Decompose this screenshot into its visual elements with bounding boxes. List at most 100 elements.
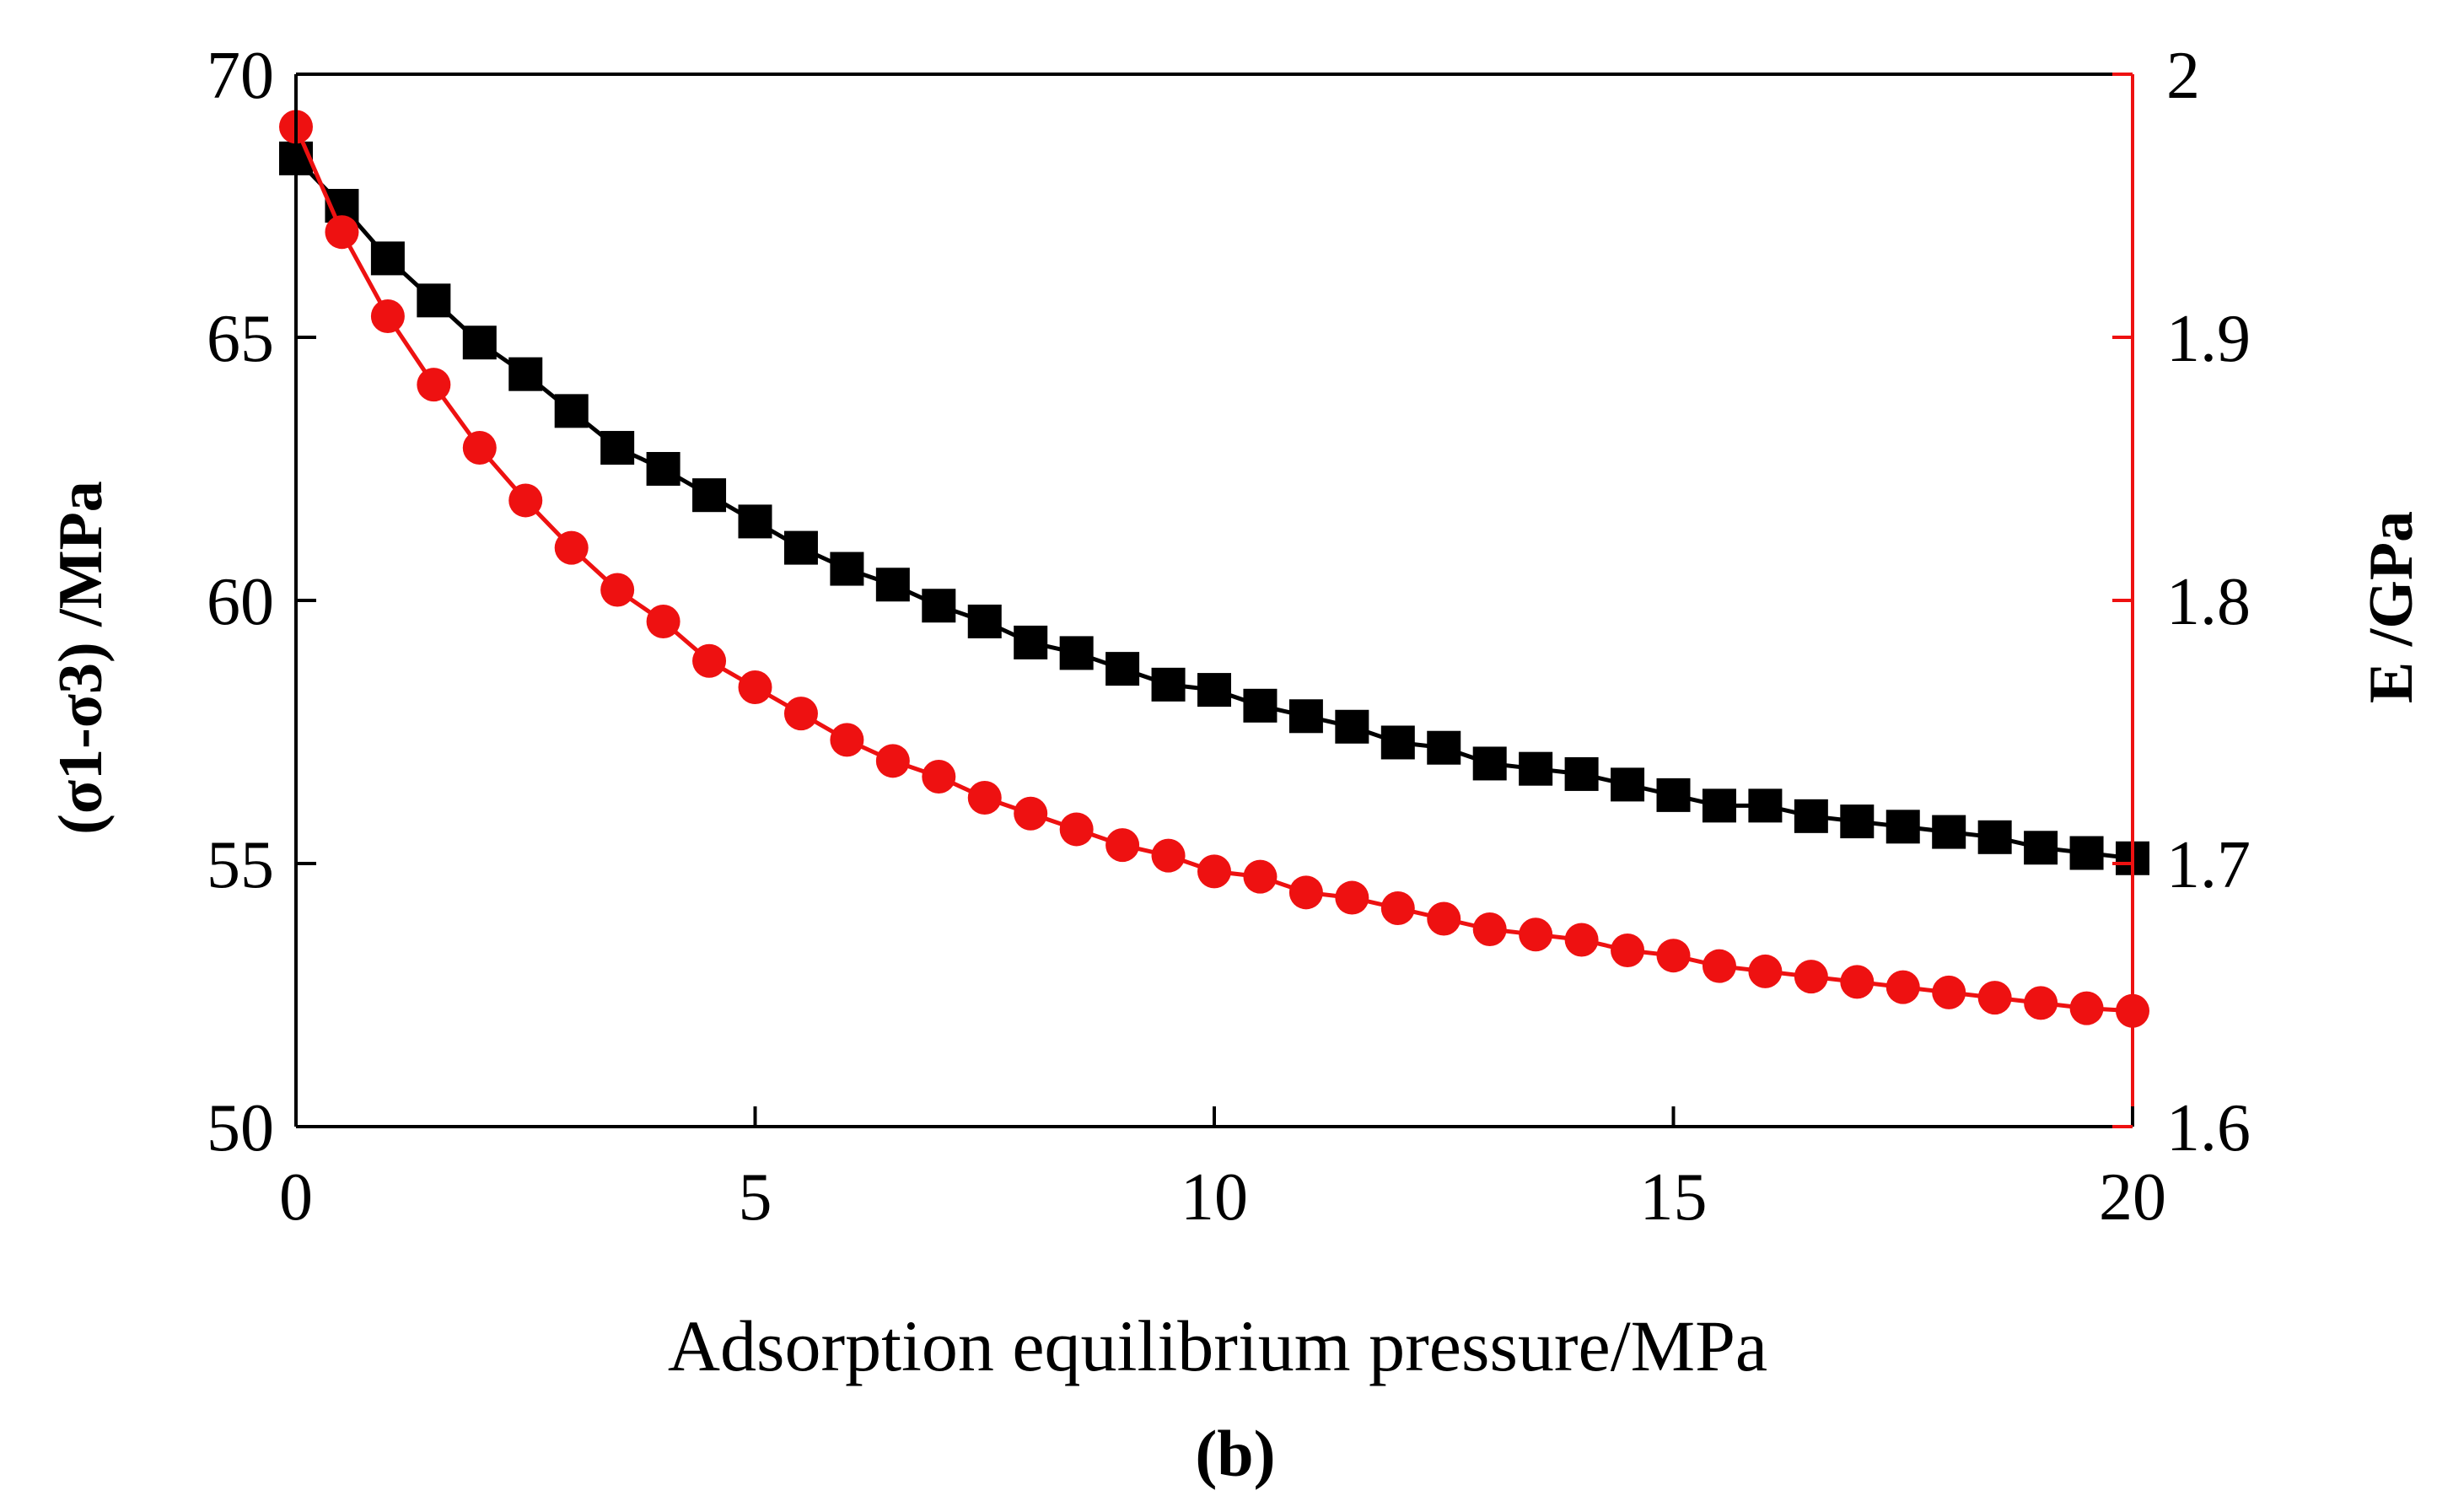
data-point-square <box>738 504 772 539</box>
data-point-circle <box>1427 901 1461 936</box>
data-point-circle <box>1977 981 2012 1015</box>
data-point-circle <box>1059 812 1094 847</box>
data-point-circle <box>1932 975 1966 1009</box>
x-tick-label: 0 <box>279 1160 313 1235</box>
y-axis-label-left: (σ1-σ3) /MPa <box>46 481 116 835</box>
data-point-circle <box>1564 923 1599 957</box>
data-point-circle <box>370 299 405 334</box>
data-point-square <box>1105 652 1140 686</box>
y-tick-label-right: 1.6 <box>2166 1091 2251 1165</box>
data-point-square <box>1977 820 2012 854</box>
data-point-square <box>1014 625 1048 659</box>
data-point-square <box>1564 756 1599 791</box>
data-point-circle <box>1105 828 1140 863</box>
data-point-square <box>1519 751 1553 786</box>
y-tick-label-right: 1.9 <box>2166 302 2251 376</box>
data-point-square <box>646 452 680 486</box>
y-tick-label-left: 55 <box>207 828 274 902</box>
data-point-circle <box>922 760 956 794</box>
data-point-circle <box>1794 960 1828 994</box>
data-point-square <box>2024 831 2058 865</box>
x-tick-label: 10 <box>1181 1160 1248 1235</box>
data-point-square <box>875 568 910 602</box>
data-point-circle <box>2069 991 2104 1025</box>
y-tick-label-right: 2 <box>2166 39 2200 113</box>
data-point-circle <box>554 530 589 565</box>
data-point-square <box>1748 788 1783 823</box>
data-point-circle <box>875 744 910 778</box>
data-point-circle <box>1014 796 1048 831</box>
data-point-square <box>1059 636 1094 670</box>
y-tick-label-right: 1.7 <box>2166 828 2251 902</box>
data-point-square <box>508 357 543 391</box>
data-point-square <box>783 530 818 565</box>
data-point-square <box>1151 667 1186 702</box>
data-point-square <box>462 326 497 360</box>
data-point-circle <box>1702 949 1736 983</box>
data-point-circle <box>1748 954 1783 988</box>
data-point-square <box>417 283 451 318</box>
data-point-square <box>1794 799 1828 833</box>
data-point-circle <box>1288 875 1323 910</box>
data-point-circle <box>1656 939 1691 973</box>
data-point-square <box>1288 699 1323 734</box>
data-point-circle <box>1519 917 1553 952</box>
data-point-square <box>1702 788 1736 823</box>
x-axis-label: Adsorption equilibrium pressure/MPa <box>668 1305 1767 1386</box>
data-point-circle <box>325 215 359 250</box>
data-point-circle <box>1197 854 1231 889</box>
data-point-circle <box>1380 891 1415 926</box>
data-point-square <box>554 394 589 428</box>
data-point-square <box>1243 688 1278 723</box>
data-point-circle <box>1243 859 1278 894</box>
data-point-circle <box>1151 838 1186 873</box>
data-point-square <box>1472 746 1507 781</box>
data-point-square <box>600 431 635 465</box>
y-tick-label-right: 1.8 <box>2166 565 2251 639</box>
data-point-circle <box>738 670 772 704</box>
figure-caption: (b) <box>1195 1417 1275 1490</box>
data-point-square <box>1611 767 1645 802</box>
data-point-circle <box>1472 912 1507 946</box>
data-point-square <box>1335 709 1369 744</box>
series-deviatoric-stress <box>279 141 2149 875</box>
data-point-square <box>1656 778 1691 812</box>
data-point-circle <box>508 483 543 518</box>
data-point-circle <box>830 723 864 757</box>
data-point-circle <box>692 643 727 678</box>
data-point-circle <box>1335 880 1369 915</box>
y-tick-label-left: 65 <box>207 302 274 376</box>
data-point-square <box>830 552 864 586</box>
data-point-square <box>967 604 1002 638</box>
data-point-square <box>2069 836 2104 870</box>
data-point-square <box>1380 725 1415 760</box>
data-point-circle <box>417 368 451 402</box>
data-point-circle <box>1840 965 1875 999</box>
data-point-square <box>1427 730 1461 765</box>
x-tick-label: 5 <box>739 1160 772 1235</box>
data-point-square <box>1840 804 1875 839</box>
y-tick-label-left: 60 <box>207 565 274 639</box>
data-point-circle <box>462 431 497 465</box>
data-point-circle <box>967 781 1002 815</box>
data-point-square <box>692 478 727 513</box>
data-point-square <box>1197 673 1231 708</box>
data-point-square <box>1932 815 1966 849</box>
x-tick-label: 15 <box>1640 1160 1708 1235</box>
data-point-square <box>1885 810 1920 844</box>
y-axis-label-right: E /GPa <box>2357 511 2426 703</box>
x-tick-label: 20 <box>2099 1160 2166 1235</box>
y-tick-label-left: 50 <box>207 1091 274 1165</box>
data-point-circle <box>783 697 818 731</box>
data-point-circle <box>600 573 635 607</box>
data-point-square <box>370 241 405 276</box>
data-point-circle <box>2024 986 2058 1020</box>
data-point-circle <box>1885 970 1920 1004</box>
data-point-circle <box>646 604 680 638</box>
y-tick-label-left: 70 <box>207 39 274 113</box>
series-e-modulus <box>279 110 2149 1028</box>
data-point-circle <box>1611 933 1645 967</box>
data-point-square <box>922 589 956 623</box>
